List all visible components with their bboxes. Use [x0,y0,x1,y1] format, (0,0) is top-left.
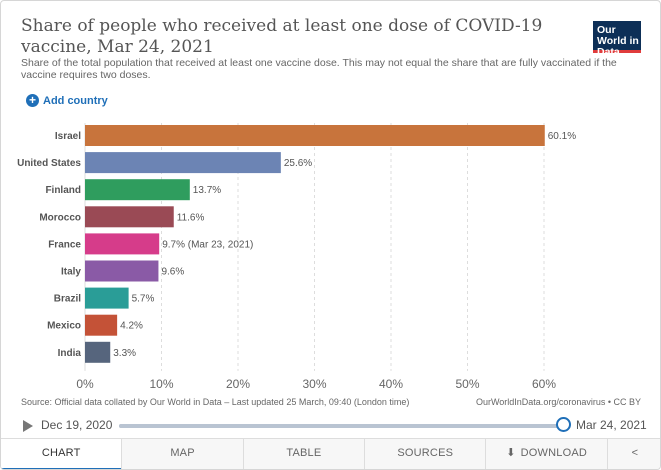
category-label: Morocco [39,212,81,223]
data-label: 5.7% [132,294,155,305]
chart-subtitle: Share of the total population that recei… [21,57,617,81]
bar[interactable] [85,233,160,255]
bar[interactable] [85,287,129,309]
bar-chart: 0% 10% 20% 30% 40% 50% 60% Israel 60.1% United St… [17,123,576,391]
data-label: 25.6% [284,158,312,169]
timeline-fill [119,424,563,428]
bar[interactable] [85,341,111,363]
license-link[interactable]: OurWorldInData.org/coronavirus • CC BY [475,397,641,407]
play-icon[interactable] [23,420,33,432]
tab-download-label: DOWNLOAD [520,447,588,459]
x-tick-label: 10% [149,377,173,391]
add-country-button[interactable]: + Add country [26,94,108,107]
add-country-label: Add country [43,94,108,107]
timeline-start-date: Dec 19, 2020 [41,418,113,432]
tab-table[interactable]: TABLE [242,439,364,469]
source-note: Source: Official data collated by Our Wo… [21,397,410,407]
download-icon: ⬇ [506,447,516,459]
data-label: 9.6% [161,267,184,278]
share-button[interactable]: < [606,439,660,469]
category-label: United States [17,158,81,169]
timeline-track[interactable] [119,424,563,428]
category-label: Italy [61,267,81,278]
share-icon: < [631,447,639,459]
x-tick-label: 30% [302,377,326,391]
category-label: Finland [45,185,81,196]
x-tick-label: 0% [76,377,94,391]
data-label: 4.2% [120,321,143,332]
data-label: 60.1% [548,131,576,142]
category-label: Mexico [47,321,81,332]
tab-bar: CHART MAP TABLE SOURCES ⬇ DOWNLOAD < [1,438,660,469]
category-label: France [48,239,81,250]
data-label: 9.7% (Mar 23, 2021) [162,239,253,250]
data-label: 13.7% [193,185,221,196]
tab-sources[interactable]: SOURCES [364,439,485,469]
bar[interactable] [85,179,190,201]
category-label: India [58,348,82,359]
tab-chart[interactable]: CHART [1,439,122,469]
tab-download[interactable]: ⬇ DOWNLOAD [485,439,606,469]
timeline-end-date: Mar 24, 2021 [576,418,647,432]
data-label: 3.3% [113,348,136,359]
x-tick-label: 50% [455,377,479,391]
chart-title: Share of people who received at least on… [21,16,543,57]
category-label: Brazil [54,294,81,305]
x-tick-label: 20% [226,377,250,391]
bar[interactable] [85,260,159,282]
data-label: 11.6% [177,212,205,223]
bar[interactable] [85,125,545,146]
plus-icon: + [26,94,39,107]
timeline: Dec 19, 2020 Mar 24, 2021 [1,414,660,436]
bar[interactable] [85,206,174,228]
timeline-handle[interactable] [556,417,571,432]
bar[interactable] [85,314,118,336]
owid-logo[interactable]: Our World in Data [593,21,641,58]
category-label: Israel [55,131,81,142]
x-tick-label: 40% [379,377,403,391]
bar[interactable] [85,152,281,174]
x-tick-label: 60% [532,377,556,391]
tab-map[interactable]: MAP [121,439,242,469]
